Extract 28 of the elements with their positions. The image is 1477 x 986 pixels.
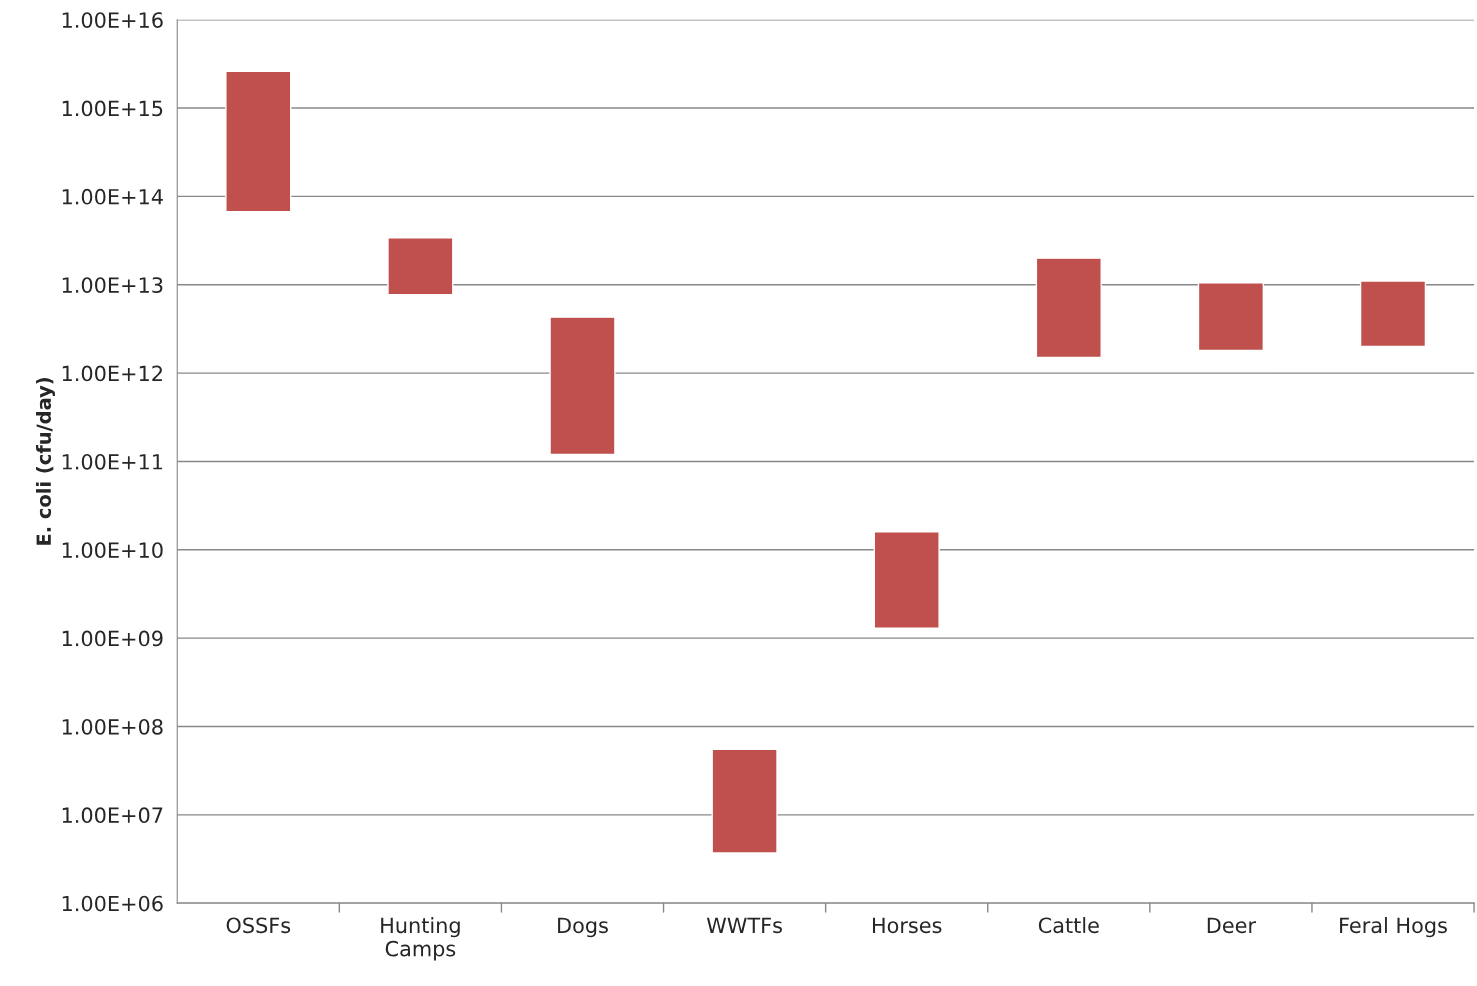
y-tick-label: 1.00E+13 [62, 277, 163, 293]
bar [387, 237, 454, 296]
y-tick-label: 1.00E+10 [62, 542, 163, 558]
bar [225, 70, 292, 213]
x-tick-label: Cattle [1038, 917, 1099, 934]
y-tick-label: 1.00E+14 [62, 188, 163, 205]
y-tick-label: 1.00E+11 [62, 453, 163, 470]
y-tick-label: 1.00E+09 [62, 630, 163, 647]
y-tick-label: 1.00E+08 [62, 718, 163, 735]
y-tick-label: 1.00E+12 [62, 365, 162, 382]
x-tick-label: Horses [872, 917, 942, 934]
x-tick-label: Deer [1207, 917, 1257, 934]
bar [873, 531, 940, 629]
bar [1197, 282, 1265, 352]
bar [549, 316, 616, 456]
y-tick-label: 1.00E+16 [62, 12, 163, 28]
x-tick-label: WWTFs [706, 917, 782, 934]
bar [711, 748, 778, 854]
y-tick-label: 1.00E+15 [62, 100, 163, 117]
y-tick-label: 1.00E+06 [62, 895, 163, 912]
x-tick-label: Dogs [558, 917, 608, 938]
y-axis-title: E. coli (cfu/day) [36, 378, 55, 545]
x-tick-label: Feral Hogs [1340, 917, 1447, 938]
bar [1035, 257, 1102, 359]
x-tick-label: Hunting Camps [381, 917, 460, 961]
bar [1359, 280, 1427, 348]
y-tick-label: 1.00E+07 [62, 807, 163, 824]
x-tick-label: OSSFs [226, 917, 291, 934]
